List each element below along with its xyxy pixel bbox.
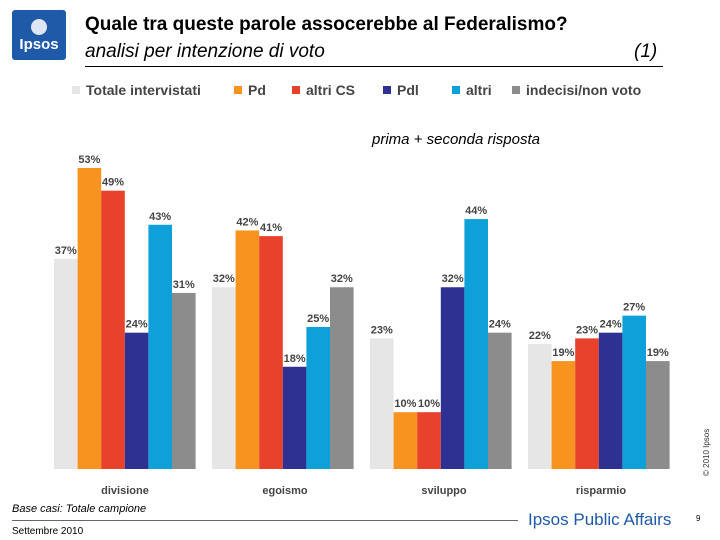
category-label-divisione: divisione — [101, 485, 149, 497]
data-label: 24% — [126, 319, 148, 331]
bar-sviluppo-altri-cs — [417, 412, 441, 469]
legend-label: altri — [466, 82, 492, 98]
bar-divisione-totale-intervistati — [54, 258, 78, 469]
legend-swatch — [452, 86, 460, 94]
bar-sviluppo-indecisi-non-voto — [488, 332, 512, 469]
bar-risparmio-altri — [622, 315, 646, 469]
legend-swatch — [72, 86, 80, 94]
data-label: 22% — [529, 330, 551, 342]
bar-egoismo-pdl — [282, 366, 307, 469]
data-label: 24% — [489, 319, 511, 331]
ipsos-logo: Ipsos — [12, 10, 66, 60]
data-label: 10% — [418, 398, 440, 410]
bar-divisione-pd — [77, 167, 102, 469]
data-label: 37% — [55, 245, 77, 257]
page-subtitle-number: (1) — [634, 41, 658, 62]
bar-sviluppo-altri — [464, 219, 488, 469]
legend-label: altri CS — [306, 82, 356, 98]
page-subtitle: analisi per intenzione di voto — [85, 41, 325, 62]
data-label: 41% — [260, 222, 282, 234]
page-number: 9 — [696, 514, 701, 523]
data-label: 24% — [600, 319, 622, 331]
bar-divisione-altri — [148, 224, 172, 469]
bar-egoismo-indecisi-non-voto — [330, 287, 354, 469]
bar-risparmio-pdl — [598, 332, 623, 469]
legend-label: indecisi/non voto — [526, 82, 642, 98]
legend-label: Pd — [248, 82, 266, 98]
bar-egoismo-pd — [235, 230, 260, 469]
legend-label: Pdl — [397, 82, 419, 98]
copyright-note: © 2010 Ipsos — [702, 428, 711, 476]
data-label: 32% — [442, 273, 464, 285]
category-label-sviluppo: sviluppo — [421, 485, 467, 497]
logo-text: Ipsos — [19, 36, 59, 53]
bar-sviluppo-totale-intervistati — [370, 338, 394, 469]
data-label: 32% — [213, 273, 235, 285]
bar-egoismo-altri-cs — [259, 236, 283, 469]
legend-item: Pd — [234, 81, 266, 99]
legend-label: Totale intervistati — [86, 82, 201, 98]
data-label: 19% — [647, 347, 669, 359]
data-label: 32% — [331, 273, 353, 285]
data-label: 19% — [552, 347, 574, 359]
bar-divisione-altri-cs — [101, 190, 125, 469]
brand-name: Ipsos Public Affairs — [528, 510, 672, 529]
bar-risparmio-totale-intervistati — [528, 344, 552, 469]
data-label: 18% — [284, 353, 306, 365]
chart-legend: Totale intervistati Pd altri CS Pdl altri ind… — [72, 81, 672, 99]
data-label: 42% — [236, 216, 258, 228]
data-label: 53% — [78, 154, 100, 166]
legend-item: indecisi/non voto — [512, 81, 641, 99]
data-label: 10% — [394, 398, 416, 410]
chart-note: prima + seconda risposta — [372, 131, 541, 148]
bar-sviluppo-pd — [393, 412, 418, 469]
legend-item: altri — [452, 81, 492, 99]
data-label: 49% — [102, 177, 124, 189]
page-title: Quale tra queste parole assocerebbe al F… — [85, 14, 568, 35]
data-label: 23% — [371, 324, 393, 336]
legend-item: Totale intervistati — [72, 81, 201, 99]
legend-swatch — [512, 86, 520, 94]
legend-swatch — [292, 86, 300, 94]
bar-divisione-indecisi-non-voto — [172, 292, 196, 469]
data-label: 27% — [623, 302, 645, 314]
footer-rule — [12, 520, 518, 521]
legend-swatch — [234, 86, 242, 94]
bar-egoismo-altri — [306, 327, 330, 469]
logo-head-icon — [31, 19, 47, 35]
bar-divisione-pdl — [124, 332, 149, 469]
data-label: 31% — [173, 279, 195, 291]
legend-item: Pdl — [383, 81, 419, 99]
category-label-egoismo: egoismo — [262, 485, 308, 497]
data-label: 23% — [576, 324, 598, 336]
category-label-risparmio: risparmio — [576, 485, 626, 497]
data-label: 43% — [149, 211, 171, 223]
legend-swatch — [383, 86, 391, 94]
bar-risparmio-altri-cs — [575, 338, 599, 469]
date-note: Settembre 2010 — [12, 526, 84, 537]
data-label: 44% — [465, 205, 487, 217]
bar-sviluppo-pdl — [440, 287, 465, 469]
bar-risparmio-pd — [551, 361, 576, 469]
legend-item: altri CS — [292, 81, 355, 99]
title-rule — [85, 66, 663, 67]
bar-risparmio-indecisi-non-voto — [646, 361, 670, 469]
bar-egoismo-totale-intervistati — [212, 287, 236, 469]
base-note: Base casi: Totale campione — [12, 503, 147, 515]
data-label: 25% — [307, 313, 329, 325]
